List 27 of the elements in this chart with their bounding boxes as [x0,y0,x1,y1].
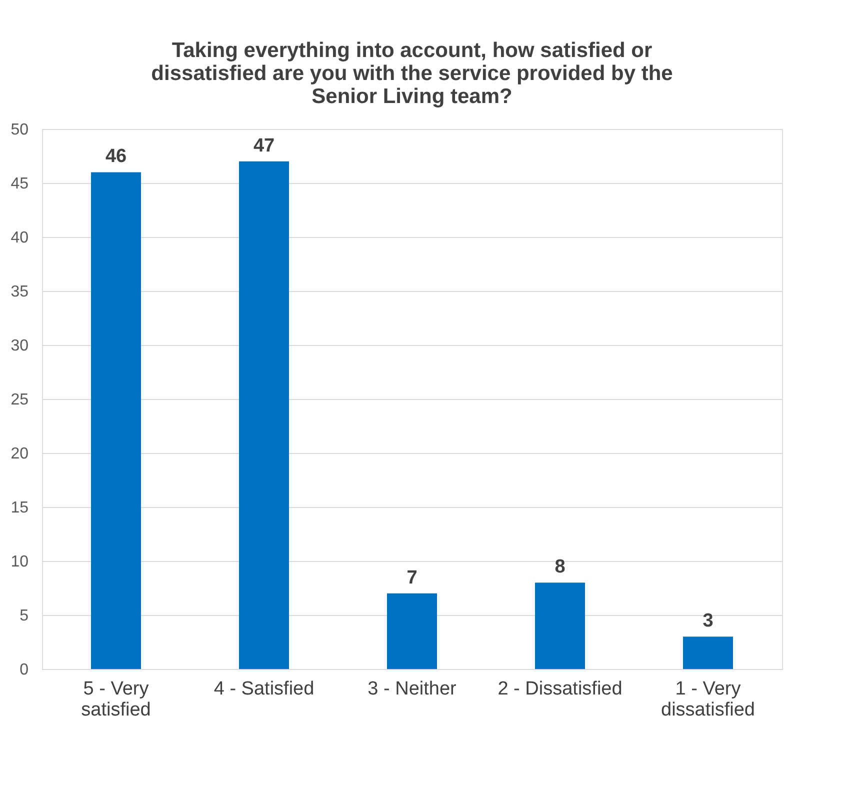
y-tick-label: 30 [10,338,29,354]
bar [683,636,733,669]
x-tick-label: 1 - Very dissatisfied [661,678,755,720]
y-tick-label: 25 [10,392,29,408]
y-tick-label: 50 [10,122,29,138]
y-tick-label: 40 [10,230,29,246]
data-label: 46 [105,146,127,168]
x-tick-label: 2 - Dissatisfied [498,678,622,700]
y-tick-label: 5 [20,608,29,624]
y-tick-label: 15 [10,500,29,516]
y-tick-label: 35 [10,284,29,300]
bar [91,172,141,669]
data-label: 7 [406,567,418,588]
y-tick-label: 20 [10,446,29,462]
bar [387,593,437,669]
bar [535,582,585,669]
y-tick-label: 45 [10,176,29,192]
y-tick-label: 0 [20,662,29,678]
y-tick-label: 10 [10,554,29,570]
x-tick-label: 3 - Neither [368,678,458,700]
data-label: 8 [554,556,566,578]
x-tick-label: 5 - Very satisfied [81,678,151,720]
bar [239,161,289,669]
x-tick-label: 4 - Satisfied [214,678,314,700]
data-label: 47 [253,135,275,156]
chart-title: Taking everything into account, how satisfied or dissatisfied are you with the service provided by the Senior Living team? [151,39,673,108]
data-label: 3 [702,610,714,632]
